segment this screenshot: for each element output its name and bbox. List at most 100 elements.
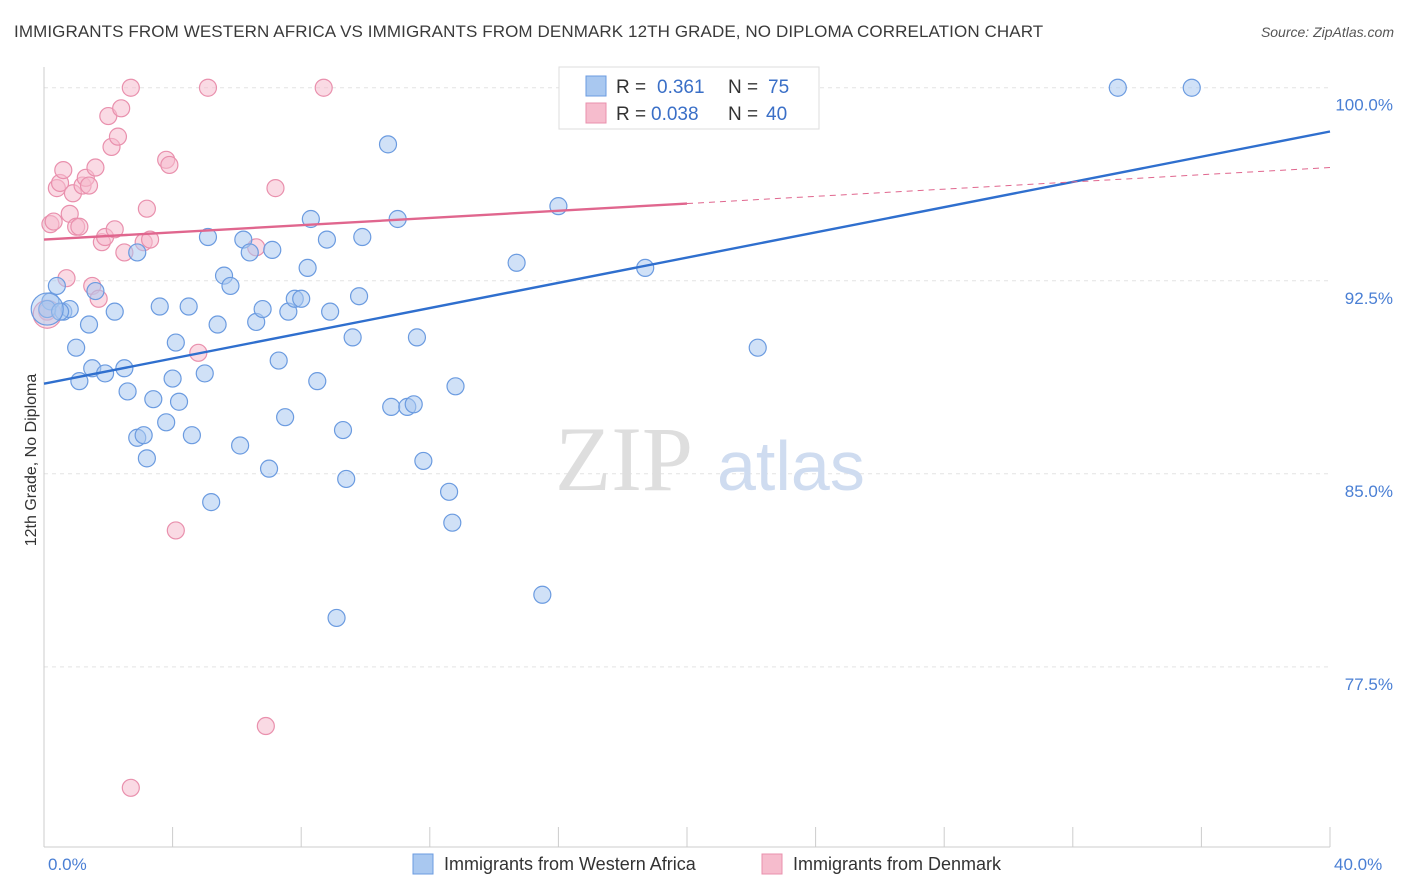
blue-point-57	[404, 395, 423, 414]
y-axis-label: 12th Grade, No Diploma	[23, 374, 40, 547]
blue-point-63	[507, 253, 526, 272]
bottom-legend-swatch-pink	[761, 853, 783, 875]
source-note: Source: ZipAtlas.com	[1260, 24, 1394, 40]
bottom-legend-swatch-blue	[412, 853, 434, 875]
blue-point-20	[166, 333, 185, 352]
blue-point-29	[221, 276, 240, 296]
blue-point-46	[321, 302, 340, 321]
blue-point-70	[1108, 78, 1127, 97]
blue-point-48	[333, 420, 353, 440]
blue-point-38	[276, 408, 295, 427]
y-tick-label-1: 92.5%	[1345, 289, 1393, 308]
blue-point-47	[327, 608, 346, 628]
blue-point-23	[182, 426, 201, 445]
blue-point-34	[253, 299, 272, 319]
legend: R = 0.361 N = 75 R = 0.038 N = 40	[558, 66, 820, 130]
blue-point-59	[414, 451, 433, 471]
blue-point-10	[105, 302, 124, 321]
pink-point-33	[198, 78, 218, 97]
blue-point-27	[208, 315, 227, 334]
pink-point-27	[137, 199, 156, 218]
legend-n-label-pink: N =	[728, 104, 758, 125]
bottom-legend-label-blue: Immigrants from Western Africa	[444, 854, 697, 874]
legend-n-value-blue: 75	[768, 77, 789, 98]
blue-point-14	[134, 426, 153, 445]
y-tick-label-3: 77.5%	[1345, 675, 1393, 694]
pink-point-2	[44, 212, 63, 231]
pink-point-28	[140, 230, 160, 249]
pink-point-25	[121, 78, 140, 97]
y-tick-label-0: 100.0%	[1335, 96, 1393, 115]
blue-trend-line	[43, 130, 1331, 385]
pink-point-23	[112, 99, 131, 118]
bottom-legend-label-pink: Immigrants from Denmark	[793, 854, 1002, 874]
blue-point-26	[202, 493, 221, 512]
pink-point-37	[314, 78, 333, 97]
blue-cluster-point	[30, 292, 64, 326]
blue-point-49	[337, 469, 356, 489]
blue-point-16	[144, 390, 163, 409]
blue-point-21	[169, 392, 189, 411]
blue-point-52	[353, 227, 372, 247]
blue-point-60	[439, 482, 459, 501]
blue-point-74	[128, 243, 147, 262]
blue-point-1	[47, 276, 66, 296]
pink-point-5	[54, 160, 73, 180]
blue-point-15	[137, 449, 156, 468]
pink-trend-extension	[686, 167, 1331, 205]
blue-point-6	[79, 315, 99, 334]
blue-point-30	[231, 436, 250, 455]
blue-point-37	[269, 351, 288, 370]
pink-point-38	[121, 778, 140, 797]
watermark: ZIP atlas	[555, 408, 865, 510]
legend-swatch-blue	[585, 75, 607, 97]
pink-trend-line	[43, 202, 688, 241]
blue-point-42	[298, 258, 317, 278]
bottom-legend: Immigrants from Western Africa Immigrant…	[412, 853, 1002, 875]
trend-lines	[43, 130, 1331, 385]
blue-point-44	[308, 372, 327, 391]
pink-point-22	[108, 127, 128, 146]
pink-point-31	[166, 521, 185, 540]
legend-r-label-pink: R =	[616, 104, 646, 125]
pink-point-15	[86, 158, 105, 177]
blue-points	[30, 78, 1201, 628]
blue-point-45	[317, 230, 337, 249]
blue-point-7	[86, 281, 105, 301]
blue-point-64	[533, 585, 552, 604]
blue-point-54	[382, 397, 401, 416]
blue-point-73	[50, 302, 70, 321]
blue-point-36	[263, 240, 282, 259]
blue-point-50	[343, 328, 362, 347]
pink-point-36	[266, 179, 285, 198]
legend-swatch-pink	[585, 102, 607, 124]
blue-point-32	[240, 243, 259, 262]
pink-point-13	[79, 176, 99, 195]
legend-r-label-blue: R =	[616, 77, 646, 98]
y-tick-labels: 100.0% 92.5% 85.0% 77.5%	[1335, 96, 1393, 694]
pink-point-21	[105, 220, 124, 239]
grid	[44, 87, 1330, 668]
legend-n-value-pink: 40	[766, 104, 787, 125]
legend-r-value-blue: 0.361	[657, 77, 705, 98]
blue-point-53	[378, 135, 398, 154]
x-tick-label-min: 0.0%	[48, 855, 87, 874]
legend-n-label-blue: N =	[728, 77, 758, 98]
blue-point-58	[407, 328, 427, 347]
watermark-zip: ZIP	[555, 408, 693, 510]
blue-point-71	[1182, 78, 1201, 97]
blue-point-4	[67, 338, 86, 357]
blue-point-35	[259, 459, 279, 478]
pink-point-10	[70, 217, 89, 236]
blue-point-22	[179, 297, 198, 316]
blue-point-61	[443, 513, 462, 532]
chart-title: IMMIGRANTS FROM WESTERN AFRICA VS IMMIGR…	[14, 22, 1044, 41]
blue-point-41	[292, 289, 311, 308]
x-tick-label-max: 40.0%	[1334, 855, 1382, 874]
axes	[43, 67, 1331, 848]
blue-point-62	[446, 377, 465, 396]
blue-point-18	[157, 413, 176, 432]
blue-point-25	[198, 227, 218, 247]
legend-r-value-pink: 0.038	[651, 104, 699, 125]
